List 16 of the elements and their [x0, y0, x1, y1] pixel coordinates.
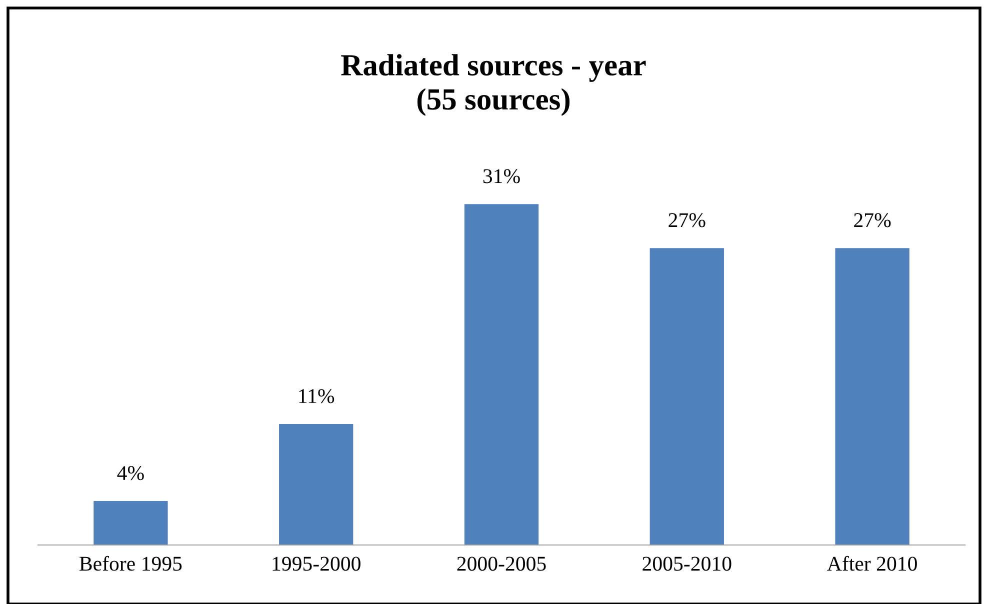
bar	[94, 501, 168, 545]
data-label: 27%	[668, 213, 706, 228]
bar	[835, 248, 910, 545]
data-label: 27%	[854, 213, 891, 228]
data-label: 4%	[117, 466, 144, 480]
x-tick-label: 2005-2010	[642, 556, 732, 571]
x-tick-label: After 2010	[827, 556, 917, 571]
bar	[464, 204, 539, 545]
data-label: 11%	[299, 389, 334, 404]
data-label: 31%	[483, 169, 520, 184]
chart-title: Radiated sources - year (55 sources)	[341, 54, 646, 116]
bar	[650, 248, 724, 545]
x-tick-label: 2000-2005	[457, 556, 546, 571]
bar	[279, 424, 354, 545]
x-tick-label: 1995-2000	[272, 556, 360, 571]
x-tick-label: Before 1995	[80, 556, 182, 571]
